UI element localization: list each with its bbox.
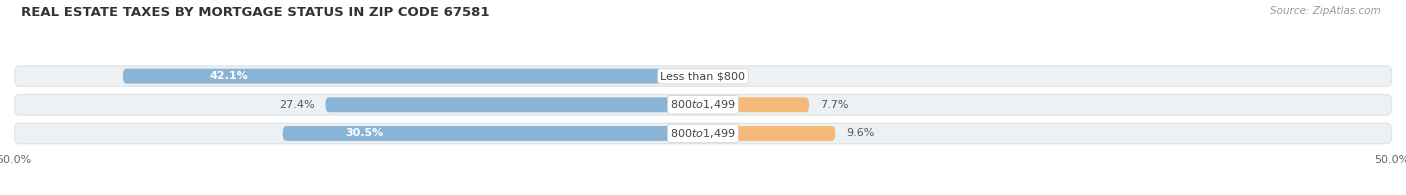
Text: 42.1%: 42.1%	[209, 71, 249, 81]
Text: $800 to $1,499: $800 to $1,499	[671, 127, 735, 140]
Text: 9.6%: 9.6%	[846, 129, 875, 138]
Text: 7.7%: 7.7%	[820, 100, 849, 110]
FancyBboxPatch shape	[14, 94, 1392, 115]
FancyBboxPatch shape	[14, 123, 1392, 144]
FancyBboxPatch shape	[703, 97, 808, 112]
Text: Source: ZipAtlas.com: Source: ZipAtlas.com	[1270, 6, 1381, 16]
FancyBboxPatch shape	[122, 69, 703, 84]
FancyBboxPatch shape	[14, 66, 1392, 86]
FancyBboxPatch shape	[283, 126, 703, 141]
Text: $800 to $1,499: $800 to $1,499	[671, 98, 735, 111]
Text: Less than $800: Less than $800	[661, 71, 745, 81]
FancyBboxPatch shape	[325, 97, 703, 112]
Text: 30.5%: 30.5%	[346, 129, 384, 138]
Text: REAL ESTATE TAXES BY MORTGAGE STATUS IN ZIP CODE 67581: REAL ESTATE TAXES BY MORTGAGE STATUS IN …	[21, 6, 489, 19]
FancyBboxPatch shape	[703, 126, 835, 141]
Text: 27.4%: 27.4%	[278, 100, 315, 110]
Text: 0.0%: 0.0%	[714, 71, 742, 81]
